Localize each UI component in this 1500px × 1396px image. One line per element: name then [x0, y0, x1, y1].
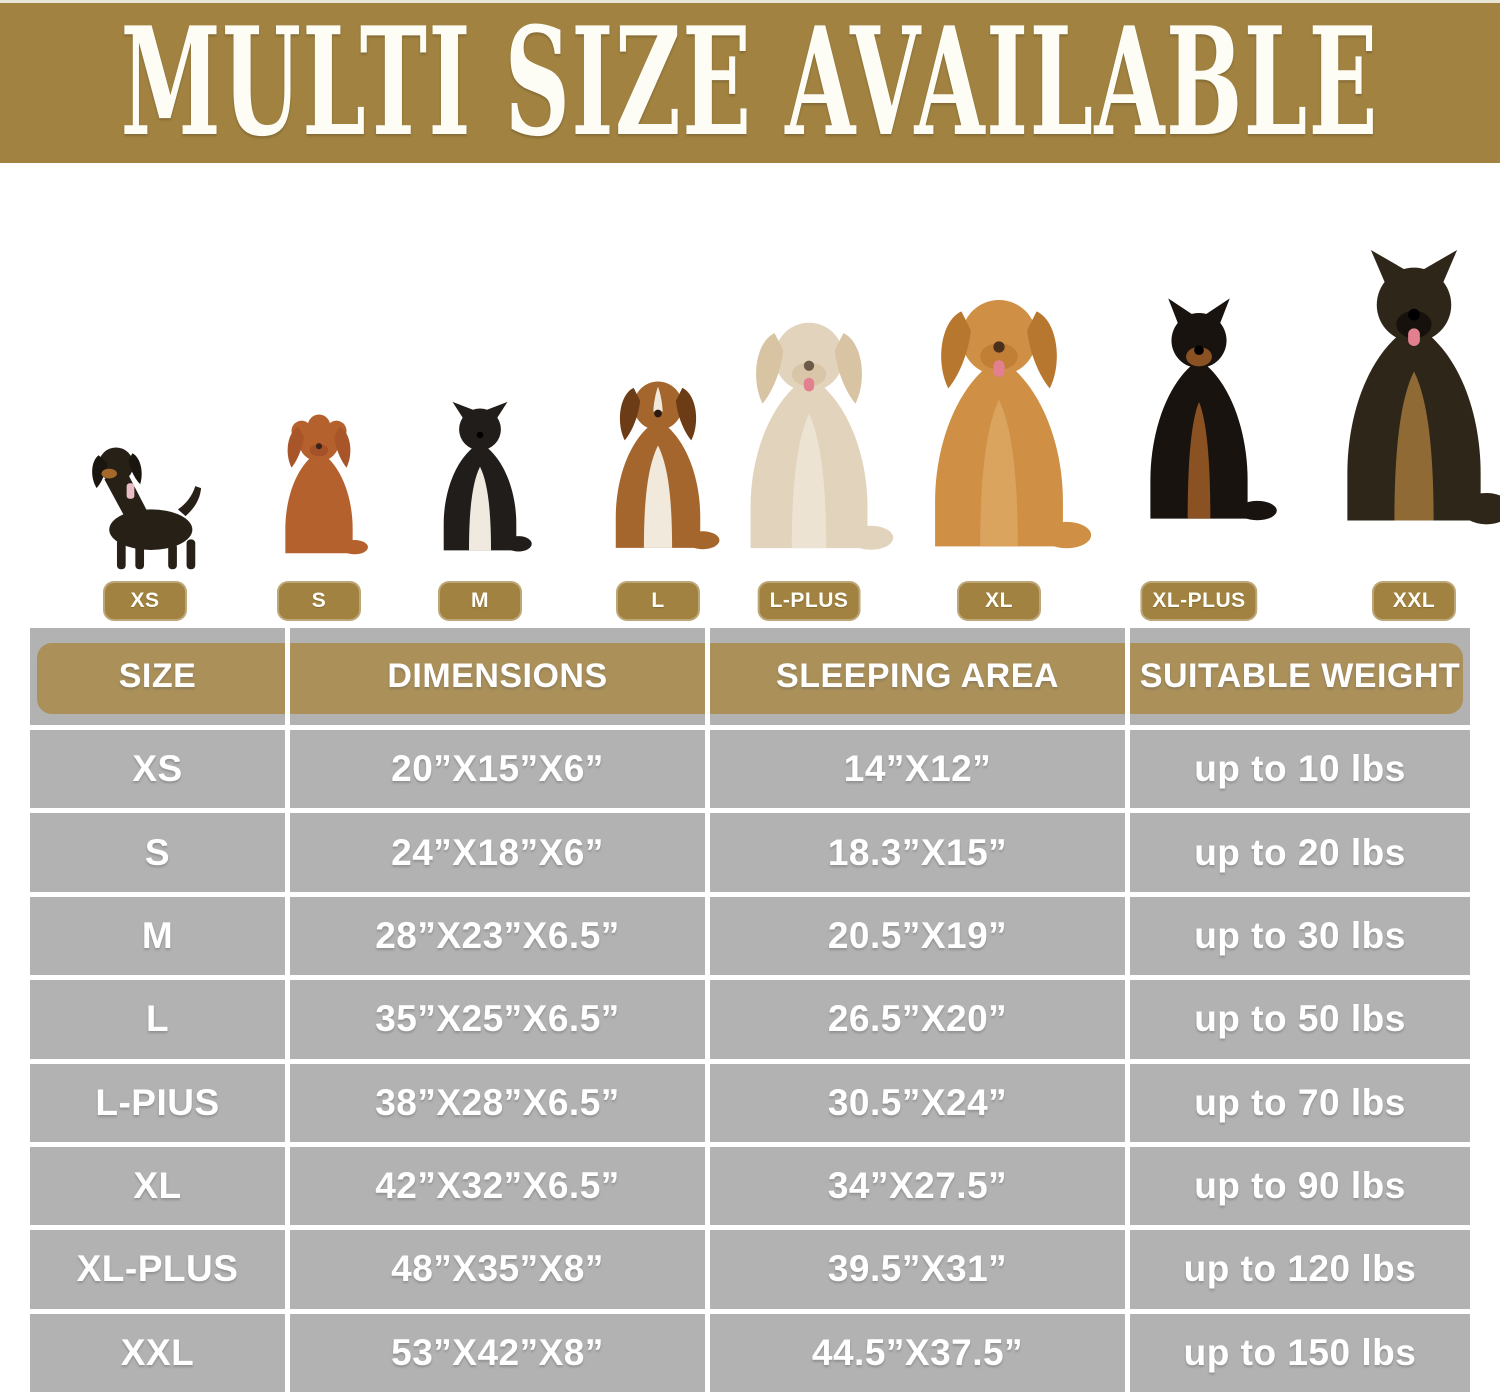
table-cell-dimensions: 20”X15”X6” [290, 730, 705, 809]
size-comparison-table: SIZE DIMENSIONS SLEEPING AREA SUITABLE W… [30, 628, 1470, 1392]
table-cell-suitable-weight: up to 120 lbs [1130, 1230, 1470, 1309]
dog-beagle-image [594, 358, 722, 574]
banner-title: MULTI SIZE AVAILABLE [120, 0, 1380, 170]
table-cell-size: XS [30, 730, 285, 809]
size-tag-s: S [277, 581, 361, 621]
table-cell-sleeping-area: 18.3”X15” [710, 813, 1125, 892]
dog-french-bulldog-image [425, 386, 535, 574]
size-tag-xl-plus: XL-PLUS [1140, 581, 1258, 621]
dachshund-silhouette-icon [92, 447, 202, 570]
header-gold-band [290, 643, 705, 714]
french-bulldog-silhouette-icon [443, 401, 532, 552]
header-gold-band [1130, 643, 1463, 714]
multi-size-banner: MULTI SIZE AVAILABLE [0, 0, 1500, 163]
size-tag-xl: XL [957, 581, 1041, 621]
table-cell-size: XL-PLUS [30, 1230, 285, 1309]
dog-cream-retriever-image [723, 302, 895, 574]
table-cell-dimensions: 24”X18”X6” [290, 813, 705, 892]
dog-german-shepherd-image [1316, 216, 1500, 574]
table-header-size: SIZE [30, 628, 285, 725]
table-header-suitable-weight: SUITABLE WEIGHT [1130, 628, 1470, 725]
table-header-dimensions: DIMENSIONS [290, 628, 705, 725]
table-cell-dimensions: 35”X25”X6.5” [290, 980, 705, 1059]
table-cell-suitable-weight: up to 10 lbs [1130, 730, 1470, 809]
table-cell-dimensions: 42”X32”X6.5” [290, 1146, 705, 1226]
table-cell-suitable-weight: up to 150 lbs [1130, 1313, 1470, 1392]
table-cell-dimensions: 48”X35”X8” [290, 1230, 705, 1309]
table-cell-sleeping-area: 30.5”X24” [710, 1063, 1125, 1142]
size-tag-xs: XS [103, 581, 187, 621]
table-cell-suitable-weight: up to 50 lbs [1130, 980, 1470, 1059]
table-cell-size: M [30, 896, 285, 976]
cream-retriever-silhouette-icon [750, 322, 894, 550]
table-cell-suitable-weight: up to 70 lbs [1130, 1063, 1470, 1142]
table-cell-size: XXL [30, 1313, 285, 1392]
table-cell-sleeping-area: 34”X27.5” [710, 1146, 1125, 1226]
size-tag-xxl: XXL [1372, 581, 1456, 621]
german-shepherd-silhouette-icon [1347, 249, 1500, 525]
table-cell-sleeping-area: 26.5”X20” [710, 980, 1125, 1059]
table-cell-size: L-PIUS [30, 1063, 285, 1142]
table-cell-size: S [30, 813, 285, 892]
table-header-dimensions-label: DIMENSIONS [387, 657, 608, 695]
table-cell-suitable-weight: up to 20 lbs [1130, 813, 1470, 892]
dog-dachshund-image [87, 436, 203, 574]
header-gold-band [710, 643, 1125, 714]
table-header-sleeping-area-label: SLEEPING AREA [776, 657, 1059, 695]
table-cell-dimensions: 38”X28”X6.5” [290, 1063, 705, 1142]
header-gold-band [37, 643, 285, 714]
table-cell-suitable-weight: up to 90 lbs [1130, 1146, 1470, 1226]
table-header-sleeping-area: SLEEPING AREA [710, 628, 1125, 725]
table-cell-sleeping-area: 44.5”X37.5” [710, 1313, 1125, 1392]
golden-retriever-silhouette-icon [935, 300, 1092, 549]
dog-doberman-image [1118, 256, 1280, 574]
table-header-size-label: SIZE [118, 657, 197, 695]
dog-toy-poodle-image [268, 402, 370, 574]
table-cell-sleeping-area: 14”X12” [710, 730, 1125, 809]
dog-size-lineup: XS S M L L-PLUS XL XL-PLUS XXL [0, 163, 1500, 628]
table-cell-sleeping-area: 39.5”X31” [710, 1230, 1125, 1309]
dog-golden-retriever-image [905, 278, 1093, 574]
table-cell-dimensions: 28”X23”X6.5” [290, 896, 705, 976]
poodle-silhouette-icon [285, 414, 368, 555]
size-tag-l-plus: L-PLUS [757, 581, 861, 621]
beagle-silhouette-icon [615, 381, 720, 550]
table-header-suitable-weight-label: SUITABLE WEIGHT [1139, 657, 1461, 695]
size-tag-l: L [616, 581, 700, 621]
table-cell-sleeping-area: 20.5”X19” [710, 896, 1125, 976]
table-cell-dimensions: 53”X42”X8” [290, 1313, 705, 1392]
size-tag-m: M [438, 581, 522, 621]
table-cell-size: L [30, 980, 285, 1059]
table-cell-size: XL [30, 1146, 285, 1226]
table-cell-suitable-weight: up to 30 lbs [1130, 896, 1470, 976]
doberman-silhouette-icon [1150, 298, 1277, 521]
